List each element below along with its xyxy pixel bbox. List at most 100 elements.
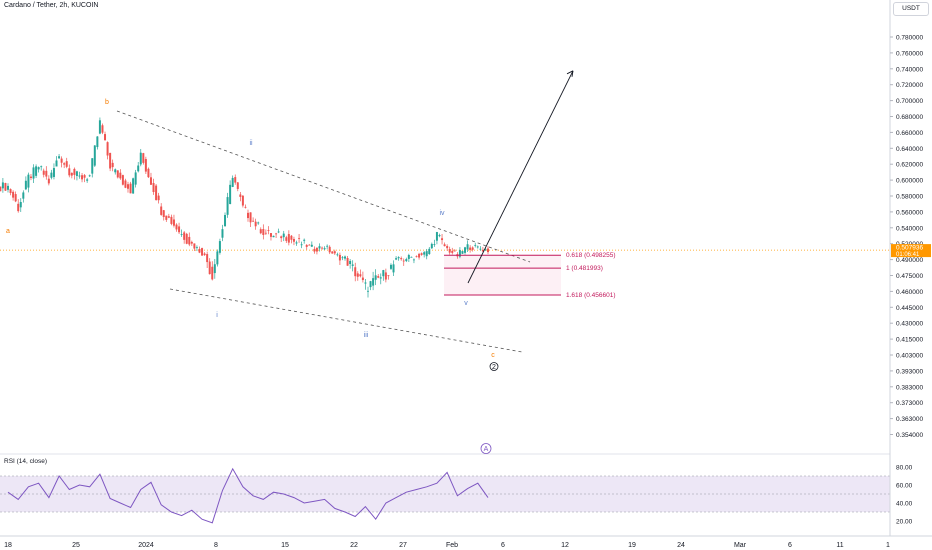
candle-body (435, 232, 438, 241)
candle-body (0, 186, 2, 192)
candle-body (292, 239, 295, 242)
candle-body (195, 247, 198, 249)
price-tick-label: 0.760000 (896, 50, 923, 57)
price-tick-label: 0.600000 (896, 178, 923, 185)
candle-body (290, 235, 293, 240)
price-tick-label: 0.720000 (896, 82, 923, 89)
candle-body (428, 248, 431, 255)
candle-body (236, 182, 239, 189)
price-tick-label: 0.430000 (896, 321, 923, 328)
price-tick-label: 0.490000 (896, 257, 923, 264)
candle-body (441, 238, 444, 241)
candle-body (231, 177, 234, 187)
candle-body (410, 256, 413, 258)
candle-body (149, 177, 152, 185)
candle-body (336, 254, 339, 256)
candle-body (221, 229, 224, 238)
rsi-tick-label: 80.00 (896, 465, 913, 472)
candle-body (438, 235, 441, 237)
candle-body (323, 248, 326, 250)
candle-body (315, 247, 318, 252)
candle-body (249, 212, 252, 223)
candle-body (203, 253, 206, 256)
projection-arrow[interactable] (467, 70, 574, 284)
candle-body (170, 216, 173, 224)
current-price-tag (891, 244, 931, 258)
candle-body (392, 264, 395, 273)
candle-body (443, 244, 446, 247)
candle-body (446, 246, 449, 249)
candle-body (326, 245, 329, 247)
price-tick-label: 0.460000 (896, 289, 923, 296)
candle-body (144, 159, 147, 172)
candle-body (351, 264, 354, 266)
candle-body (300, 244, 303, 246)
candle-body (88, 175, 91, 177)
price-tick-label: 0.780000 (896, 35, 923, 42)
candle-body (98, 120, 101, 134)
candle-body (101, 125, 104, 133)
candle-body (124, 180, 127, 188)
candle-body (262, 229, 265, 235)
candle-body (1, 182, 4, 189)
candle-body (469, 247, 472, 250)
upper-trendline (116, 110, 531, 263)
candle-body (162, 210, 165, 218)
candle-body (321, 247, 324, 249)
candle-body (96, 136, 99, 148)
candle-body (111, 162, 114, 168)
candle-body (484, 248, 487, 250)
candle-body (42, 170, 45, 175)
candle-body (208, 261, 211, 275)
candlesticks (0, 117, 489, 298)
candle-body (481, 249, 484, 252)
price-axis[interactable]: 0.780000 0.760000 0.740000 0.720000 0.700000… (889, 0, 931, 536)
time-tick-label: 6 (788, 542, 792, 549)
candle-body (451, 250, 454, 253)
candle-body (259, 229, 262, 234)
candle-body (458, 250, 461, 257)
symbol-title: Cardano / Tether, 2h, KUCOIN (4, 2, 99, 9)
price-tick-label: 0.403000 (896, 353, 923, 360)
wave-label: iii (364, 332, 369, 339)
candle-body (372, 278, 375, 286)
candle-body (47, 178, 50, 184)
candle-body (24, 180, 27, 190)
candle-body (9, 189, 12, 194)
candle-body (226, 197, 229, 215)
candle-body (338, 254, 341, 261)
candle-body (361, 277, 364, 281)
candle-body (45, 170, 48, 177)
time-tick-label: 12 (561, 542, 569, 549)
candle-body (346, 257, 349, 266)
candle-body (395, 258, 398, 260)
time-axis[interactable]: 18 25 2024 8 15 22 27 Feb 6 12 19 24 Mar 6 11 1 (0, 535, 932, 549)
lower-trendline (169, 288, 523, 353)
price-tick-label: 0.354000 (896, 432, 923, 439)
candle-body (14, 194, 17, 202)
candle-body (142, 153, 145, 163)
wedge-trendlines[interactable] (116, 110, 531, 353)
current-price-label: 0.507936 (896, 245, 923, 252)
time-tick-label: Feb (446, 542, 458, 549)
candle-body (277, 231, 280, 233)
candle-body (453, 250, 456, 252)
price-tick-label: 0.580000 (896, 194, 923, 201)
candle-body (201, 248, 204, 256)
candle-body (331, 251, 334, 254)
currency-button[interactable]: USDT (893, 2, 929, 16)
candle-body (285, 237, 288, 241)
candle-body (104, 134, 107, 141)
price-tick-label: 0.383000 (896, 384, 923, 391)
wave-label: v (464, 300, 468, 307)
time-tick-label: 18 (4, 542, 12, 549)
candle-body (402, 260, 405, 262)
candle-body (400, 258, 403, 260)
wave-label: ii (249, 140, 253, 147)
candle-body (29, 176, 32, 178)
candle-body (22, 192, 25, 199)
candle-body (127, 184, 129, 189)
price-tick-label: 0.445000 (896, 305, 923, 312)
time-tick-label: 24 (677, 542, 685, 549)
